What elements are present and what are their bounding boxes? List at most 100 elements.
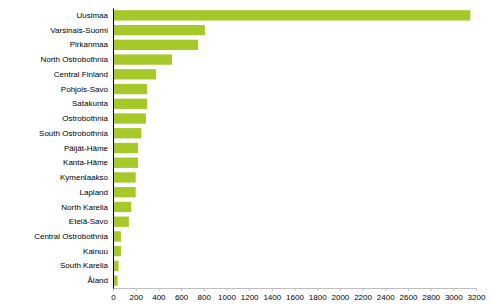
y-tick-label: Kanta-Häme: [63, 158, 108, 167]
y-tick-label: Kymenlaakso: [60, 173, 109, 182]
y-tick-label: Pohjois-Savo: [61, 85, 109, 94]
x-tick: 0: [111, 288, 116, 302]
y-tick: Åland: [88, 276, 113, 285]
bar: [113, 99, 147, 109]
y-tick: Etelä-Savo: [69, 217, 113, 226]
x-tick-label: 2000: [331, 293, 349, 302]
x-tick-mark: [158, 288, 159, 291]
x-tick-label: 2400: [377, 293, 395, 302]
bar: [113, 143, 138, 153]
x-tick-label: 1200: [241, 293, 259, 302]
bar: [113, 202, 131, 212]
y-tick-label: North Karelia: [61, 203, 108, 212]
y-tick-label: Uusimaa: [76, 11, 108, 20]
x-tick-mark: [136, 288, 137, 291]
bars: [113, 10, 470, 286]
x-tick: 1200: [241, 288, 259, 302]
x-tick-mark: [408, 288, 409, 291]
x-tick: 2800: [422, 288, 440, 302]
y-tick: Pohjois-Savo: [61, 85, 113, 94]
y-tick-label: Varsinais-Suomi: [50, 26, 108, 35]
plot: 0 200 400 600 800 1000 1200 1400 1600 1800 2000 220…: [34, 9, 486, 302]
y-tick: Päijät-Häme: [64, 144, 113, 153]
bar: [113, 128, 141, 138]
y-tick: Lapland: [80, 188, 113, 197]
y-tick: Pirkanmaa: [70, 40, 113, 49]
x-tick: 1800: [309, 288, 327, 302]
bar: [113, 246, 121, 256]
x-tick-mark: [181, 288, 182, 291]
y-tick-label: Åland: [88, 276, 108, 285]
y-tick: North Karelia: [61, 203, 113, 212]
bar: [113, 69, 156, 79]
y-tick: Varsinais-Suomi: [50, 26, 113, 35]
x-tick: 400: [152, 288, 166, 302]
y-tick-label: North Ostrobothnia: [40, 55, 108, 64]
y-axis: Uusimaa Varsinais-Suomi Pirkanmaa North Ost…: [34, 9, 113, 289]
x-tick-label: 2800: [422, 293, 440, 302]
y-tick: Kainuu: [83, 247, 113, 256]
bar: [113, 217, 129, 227]
x-tick-mark: [476, 288, 477, 291]
x-tick-label: 2200: [354, 293, 372, 302]
x-tick-label: 3200: [468, 293, 486, 302]
y-tick-label: Kainuu: [83, 247, 108, 256]
bar: [113, 40, 198, 50]
x-tick: 1400: [263, 288, 281, 302]
y-tick-label: South Ostrobothnia: [39, 129, 108, 138]
y-tick: South Ostrobothnia: [39, 129, 113, 138]
bar: [113, 231, 121, 241]
x-axis: 0 200 400 600 800 1000 1200 1400 1600 1800 2000 220…: [111, 288, 486, 302]
y-tick-label: South Karelia: [60, 261, 109, 270]
x-tick-mark: [249, 288, 250, 291]
y-tick: South Karelia: [60, 261, 113, 270]
y-tick: Central Ostrobothnia: [34, 232, 113, 241]
x-tick-label: 800: [198, 293, 212, 302]
x-tick-label: 3000: [445, 293, 463, 302]
bar: [113, 187, 136, 197]
y-tick-label: Lapland: [80, 188, 108, 197]
x-tick-label: 1800: [309, 293, 327, 302]
x-tick: 2400: [377, 288, 395, 302]
x-tick-mark: [317, 288, 318, 291]
y-tick: Kanta-Häme: [63, 158, 113, 167]
x-tick: 3000: [445, 288, 463, 302]
x-tick-label: 1000: [218, 293, 236, 302]
y-tick: Kymenlaakso: [60, 173, 113, 182]
y-tick-label: Satakunta: [72, 99, 109, 108]
bar: [113, 172, 136, 182]
y-tick: Ostrobothnia: [62, 114, 113, 123]
y-tick: North Ostrobothnia: [40, 55, 113, 64]
x-tick-mark: [340, 288, 341, 291]
x-tick-label: 400: [152, 293, 166, 302]
x-tick-mark: [363, 288, 364, 291]
x-tick: 600: [175, 288, 189, 302]
x-tick: 2000: [331, 288, 349, 302]
bar: [113, 25, 205, 35]
x-tick-mark: [226, 288, 227, 291]
bar: [113, 10, 470, 20]
y-tick: Satakunta: [72, 99, 113, 108]
x-tick: 1000: [218, 288, 236, 302]
x-tick-label: 1600: [286, 293, 304, 302]
y-axis-line: [113, 9, 114, 289]
x-tick-mark: [295, 288, 296, 291]
y-tick-label: Central Finland: [54, 70, 108, 79]
x-tick-mark: [204, 288, 205, 291]
x-tick-mark: [431, 288, 432, 291]
x-tick-mark: [453, 288, 454, 291]
x-tick-label: 1400: [263, 293, 281, 302]
y-tick-label: Etelä-Savo: [69, 217, 109, 226]
y-tick-label: Ostrobothnia: [62, 114, 108, 123]
x-tick-label: 200: [130, 293, 144, 302]
bar: [113, 54, 172, 64]
y-tick: Uusimaa: [76, 11, 113, 20]
x-tick-mark: [272, 288, 273, 291]
x-tick: 2600: [400, 288, 418, 302]
bar: [113, 113, 146, 123]
bar: [113, 84, 147, 94]
x-tick: 1600: [286, 288, 304, 302]
x-tick-label: 0: [111, 293, 116, 302]
x-tick: 3200: [468, 288, 486, 302]
x-tick-mark: [385, 288, 386, 291]
